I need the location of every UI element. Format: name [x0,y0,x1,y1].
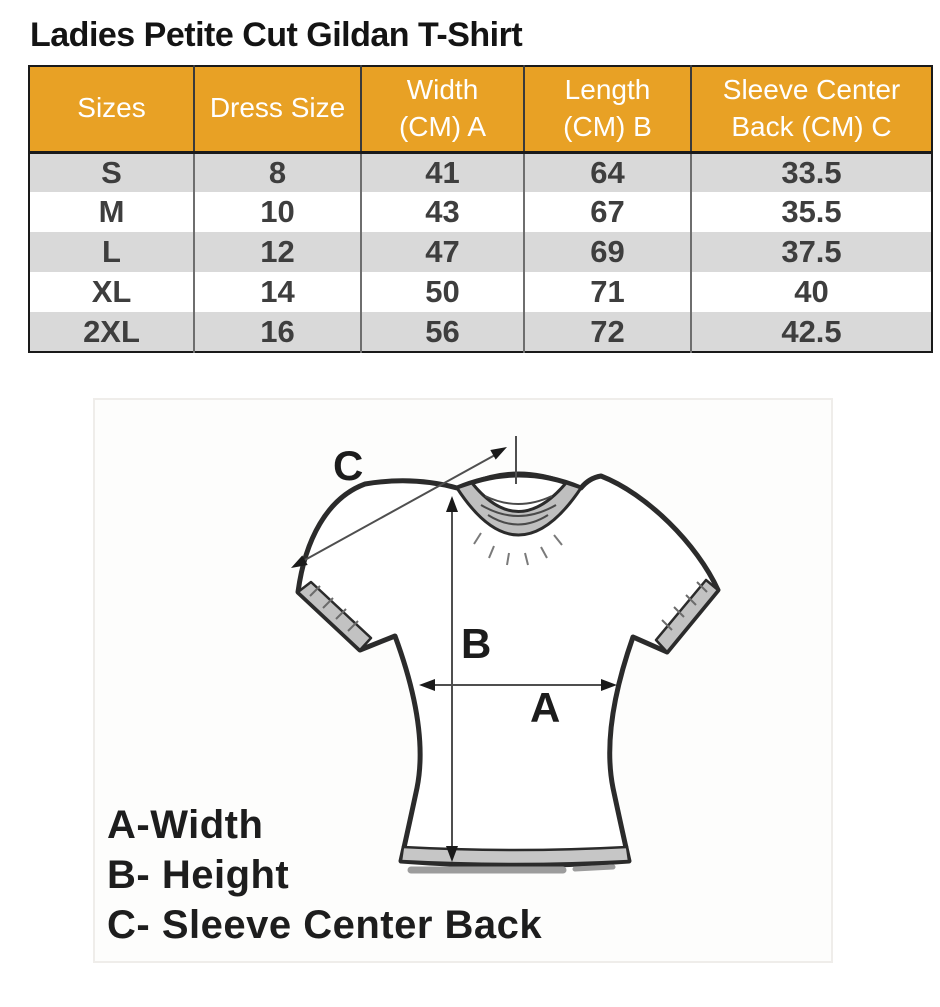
header-text: (CM) A [398,110,487,142]
legend-item-sleeve: C- Sleeve Center Back [107,903,543,947]
table-row-2xl: 2XL 16 56 72 42.5 [29,312,932,352]
cell-size: XL [91,274,132,309]
cell-dress-size: 16 [193,312,361,352]
collar-band [455,481,583,537]
measure-c-arrow [291,436,517,568]
collar-rib-lines [480,495,557,526]
cell-sleeve: 37.5 [690,232,932,272]
tshirt-illustration: C B A [291,436,721,874]
left-cuff [296,580,373,652]
right-cuff-band [654,578,720,654]
cell-width: 47 [360,232,524,272]
collar-top-edge [471,471,567,485]
right-cuff [654,578,720,654]
b-arrowhead-bottom [446,846,458,862]
measure-b-arrow [446,496,458,862]
header-text: Length [564,73,651,105]
header-cell-width: Width (CM) A [360,66,524,154]
label-c: C [333,442,363,489]
size-table-header-row: Sizes Dress Size Width (CM) A Length (CM) … [29,66,932,154]
right-cuff-hatch [661,581,708,631]
legend-item-width: A-Width [107,803,264,847]
table-row-m: M 10 43 67 35.5 [29,192,932,232]
cell-width: 43 [360,192,524,232]
cell-dress-size: 10 [193,192,361,232]
size-table: Sizes Dress Size Width (CM) A Length (CM) … [28,65,933,353]
header-cell-length: Length (CM) B [523,66,691,154]
cell-size: L [102,234,121,269]
cell-size: S [101,154,122,190]
cell-dress-size: 14 [193,272,361,312]
c-line [302,454,496,562]
a-arrowhead-left [419,679,435,691]
cell-length: 71 [523,272,691,312]
cell-sleeve: 35.5 [690,192,932,232]
hem-shadow-right [572,864,616,872]
cell-sleeve: 33.5 [690,152,932,192]
collar [455,471,583,566]
a-arrowhead-right [601,679,617,691]
cell-width: 50 [360,272,524,312]
cell-dress-size: 12 [193,232,361,272]
left-cuff-hatch [309,585,359,632]
legend-item-height: B- Height [107,853,290,897]
cell-dress-size: 8 [193,152,361,192]
header-cell-dress-size: Dress Size [193,66,361,154]
left-cuff-band [296,580,373,652]
header-cell-sizes: Sizes [29,66,194,154]
header-cell-sleeve-center-back: Sleeve Center Back (CM) C [690,66,932,154]
hem [399,845,631,874]
table-row-l: L 12 47 69 37.5 [29,232,932,272]
header-text: Dress Size [209,92,346,124]
collar-hatch [473,532,563,566]
cell-size: 2XL [83,313,140,349]
c-arrowhead-top [490,447,507,460]
cell-length: 69 [523,232,691,272]
cell-sleeve: 40 [690,272,932,312]
header-text: Sizes [77,92,146,124]
cell-sleeve: 42.5 [690,312,932,352]
measure-a-arrow [419,679,617,691]
page-title: Ladies Petite Cut Gildan T-Shirt [30,16,523,54]
b-arrowhead-top [446,496,458,512]
measurement-diagram: C B A A-Width B- Height C- Sleeve Center… [93,398,833,963]
label-a: A [530,684,560,731]
cell-length: 67 [523,192,691,232]
c-arrowhead-bottom [291,555,308,568]
cell-size: M [98,194,125,229]
cell-length: 64 [523,152,691,192]
label-b: B [461,620,491,667]
header-text: Sleeve Center [722,73,901,105]
cell-width: 41 [360,152,524,192]
table-row-s: S 8 41 64 33.5 [29,152,932,192]
header-text: Back (CM) C [731,110,892,142]
table-row-xl: XL 14 50 71 40 [29,272,932,312]
header-text: Width [406,73,479,105]
measurement-legend: A-Width B- Height C- Sleeve Center Back [107,800,542,950]
header-text: (CM) B [563,110,652,142]
hem-band [399,845,631,866]
cell-width: 56 [360,312,524,352]
cell-length: 72 [523,312,691,352]
